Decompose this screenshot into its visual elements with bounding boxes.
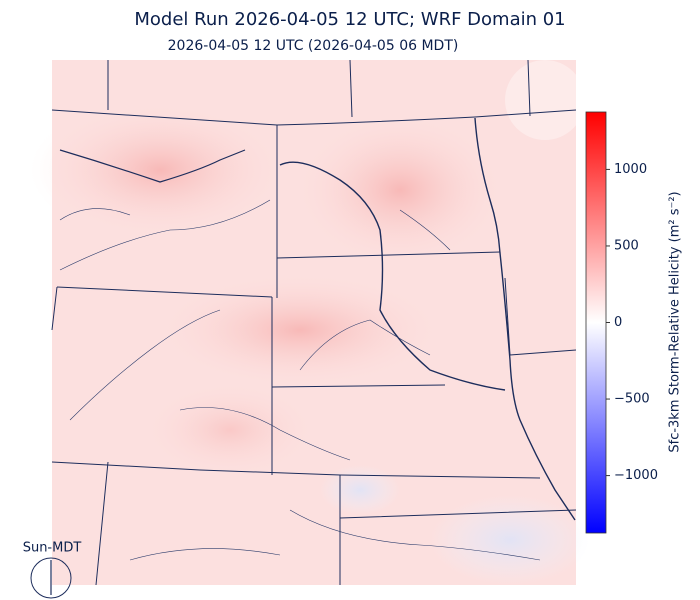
colorbar-tick-label: 0 (614, 315, 622, 330)
clock-label: Sun-MDT (23, 541, 82, 556)
colorbar-tick-label: −500 (614, 392, 650, 407)
colorbar: Sfc-3km Storm-Relative Helicity (m² s⁻²)… (585, 111, 683, 534)
clock-face (30, 557, 72, 599)
subtitle: 2026-04-05 12 UTC (2026-04-05 06 MDT) (168, 38, 459, 54)
colorbar-tick-label: −1000 (614, 468, 658, 483)
colorbar-tick-label: 500 (614, 238, 639, 253)
colorbar-label: Sfc-3km Storm-Relative Helicity (m² s⁻²) (668, 191, 683, 452)
map (30, 59, 590, 586)
colorbar-tick-label: 1000 (614, 162, 647, 177)
colorbar-scale (585, 111, 607, 534)
title: Model Run 2026-04-05 12 UTC; WRF Domain … (134, 9, 565, 30)
clock: Sun-MDT (23, 541, 82, 599)
